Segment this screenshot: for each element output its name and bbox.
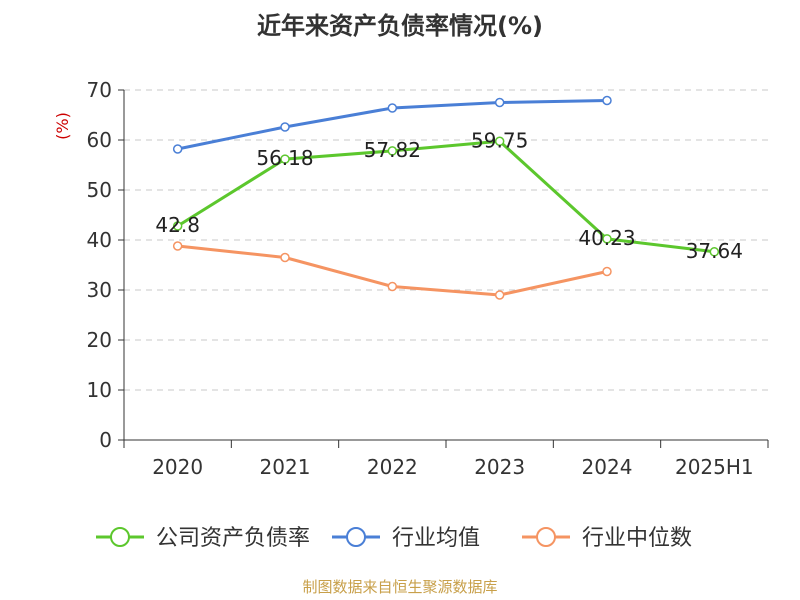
y-tick-label: 40: [87, 228, 112, 252]
source-note: 制图数据来自恒生聚源数据库: [302, 578, 497, 596]
data-point: [494, 97, 505, 108]
data-point: [602, 95, 612, 106]
legend-label: 行业中位数: [582, 526, 692, 551]
x-tick-label: 2021: [260, 455, 311, 479]
data-point: [387, 103, 398, 113]
data-label: 56.18: [256, 146, 313, 170]
chart-title: 近年来资产负债率情况(%): [257, 12, 543, 40]
data-point: [387, 146, 398, 156]
data-point: [172, 221, 183, 231]
legend-item: 行业均值: [332, 526, 480, 551]
data-point: [172, 144, 183, 154]
data-point: [280, 252, 290, 263]
data-label: 57.82: [364, 138, 421, 162]
y-tick-label: 20: [87, 328, 112, 352]
legend: 公司资产负债率 行业均值 行业中位数: [96, 526, 692, 551]
legend-label: 公司资产负债率: [156, 526, 310, 551]
x-tick-label: 2020: [152, 455, 203, 479]
series-line: [176, 139, 715, 254]
data-point: [172, 241, 183, 251]
data-point: [494, 136, 505, 146]
y-axis-label: (%): [53, 112, 72, 140]
legend-item: 公司资产负债率: [96, 526, 310, 551]
legend-marker: [346, 527, 366, 547]
y-tick-label: 60: [87, 128, 112, 152]
x-tick-label: 2024: [582, 455, 633, 479]
legend-label: 行业均值: [392, 526, 480, 551]
data-point: [602, 234, 612, 244]
legend-marker: [110, 527, 130, 547]
data-label: 40.23: [578, 226, 635, 250]
data-point: [280, 122, 290, 132]
data-label: 37.64: [686, 239, 743, 263]
grid-lines: [124, 89, 768, 391]
legend-item: 行业中位数: [522, 526, 692, 551]
data-point: [709, 247, 720, 257]
data-label: 42.8: [155, 213, 200, 237]
data-point: [494, 290, 505, 300]
legend-marker: [536, 527, 556, 547]
y-tick-label: 50: [87, 178, 112, 202]
y-tick-label: 30: [87, 278, 112, 302]
y-tick-label: 70: [87, 78, 112, 102]
data-point: [602, 266, 612, 277]
x-tick-label: 2025H1: [675, 455, 754, 479]
x-tick-label: 2022: [367, 455, 418, 479]
data-labels: 42.8 56.18 57.82 59.75 40.23 37.64: [155, 128, 743, 263]
y-tick-label: 0: [99, 428, 112, 452]
axes: 0 10 20 30 40 50 60 70 2020 2021 2022 2023 2024 2025H…: [87, 78, 769, 479]
data-point: [280, 154, 290, 164]
y-tick-label: 10: [87, 378, 112, 402]
x-tick-label: 2023: [474, 455, 525, 479]
series-layer: [172, 95, 720, 300]
data-point: [387, 281, 398, 292]
data-label: 59.75: [471, 128, 528, 152]
